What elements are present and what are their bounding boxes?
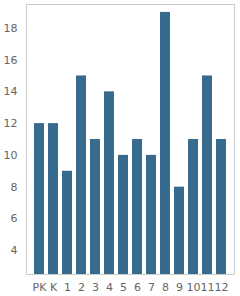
svg-text:6: 6 (11, 212, 18, 225)
svg-text:3: 3 (92, 281, 99, 294)
svg-text:PK: PK (33, 281, 48, 294)
svg-text:2: 2 (78, 281, 85, 294)
svg-text:18: 18 (4, 22, 18, 35)
svg-text:K: K (50, 281, 58, 294)
svg-text:9: 9 (176, 281, 183, 294)
svg-text:12: 12 (4, 117, 18, 130)
svg-text:12: 12 (215, 281, 229, 294)
svg-text:5: 5 (120, 281, 127, 294)
svg-text:4: 4 (106, 281, 113, 294)
svg-text:16: 16 (4, 54, 18, 67)
svg-text:1: 1 (64, 281, 71, 294)
svg-text:8: 8 (11, 181, 18, 194)
svg-text:6: 6 (134, 281, 141, 294)
svg-text:14: 14 (4, 85, 18, 98)
svg-text:11: 11 (201, 281, 215, 294)
svg-text:4: 4 (11, 244, 18, 257)
svg-text:8: 8 (162, 281, 169, 294)
svg-text:7: 7 (148, 281, 155, 294)
svg-text:10: 10 (4, 149, 18, 162)
svg-text:10: 10 (187, 281, 201, 294)
